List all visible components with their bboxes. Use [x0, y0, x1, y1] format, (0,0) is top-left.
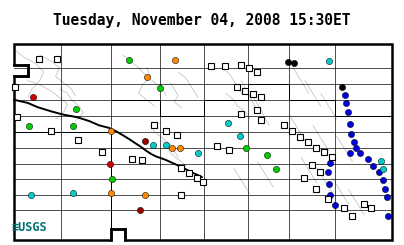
Title: Tuesday, November 04, 2008 15:30ET: Tuesday, November 04, 2008 15:30ET — [53, 13, 351, 28]
Text: ≡USGS: ≡USGS — [11, 221, 47, 234]
